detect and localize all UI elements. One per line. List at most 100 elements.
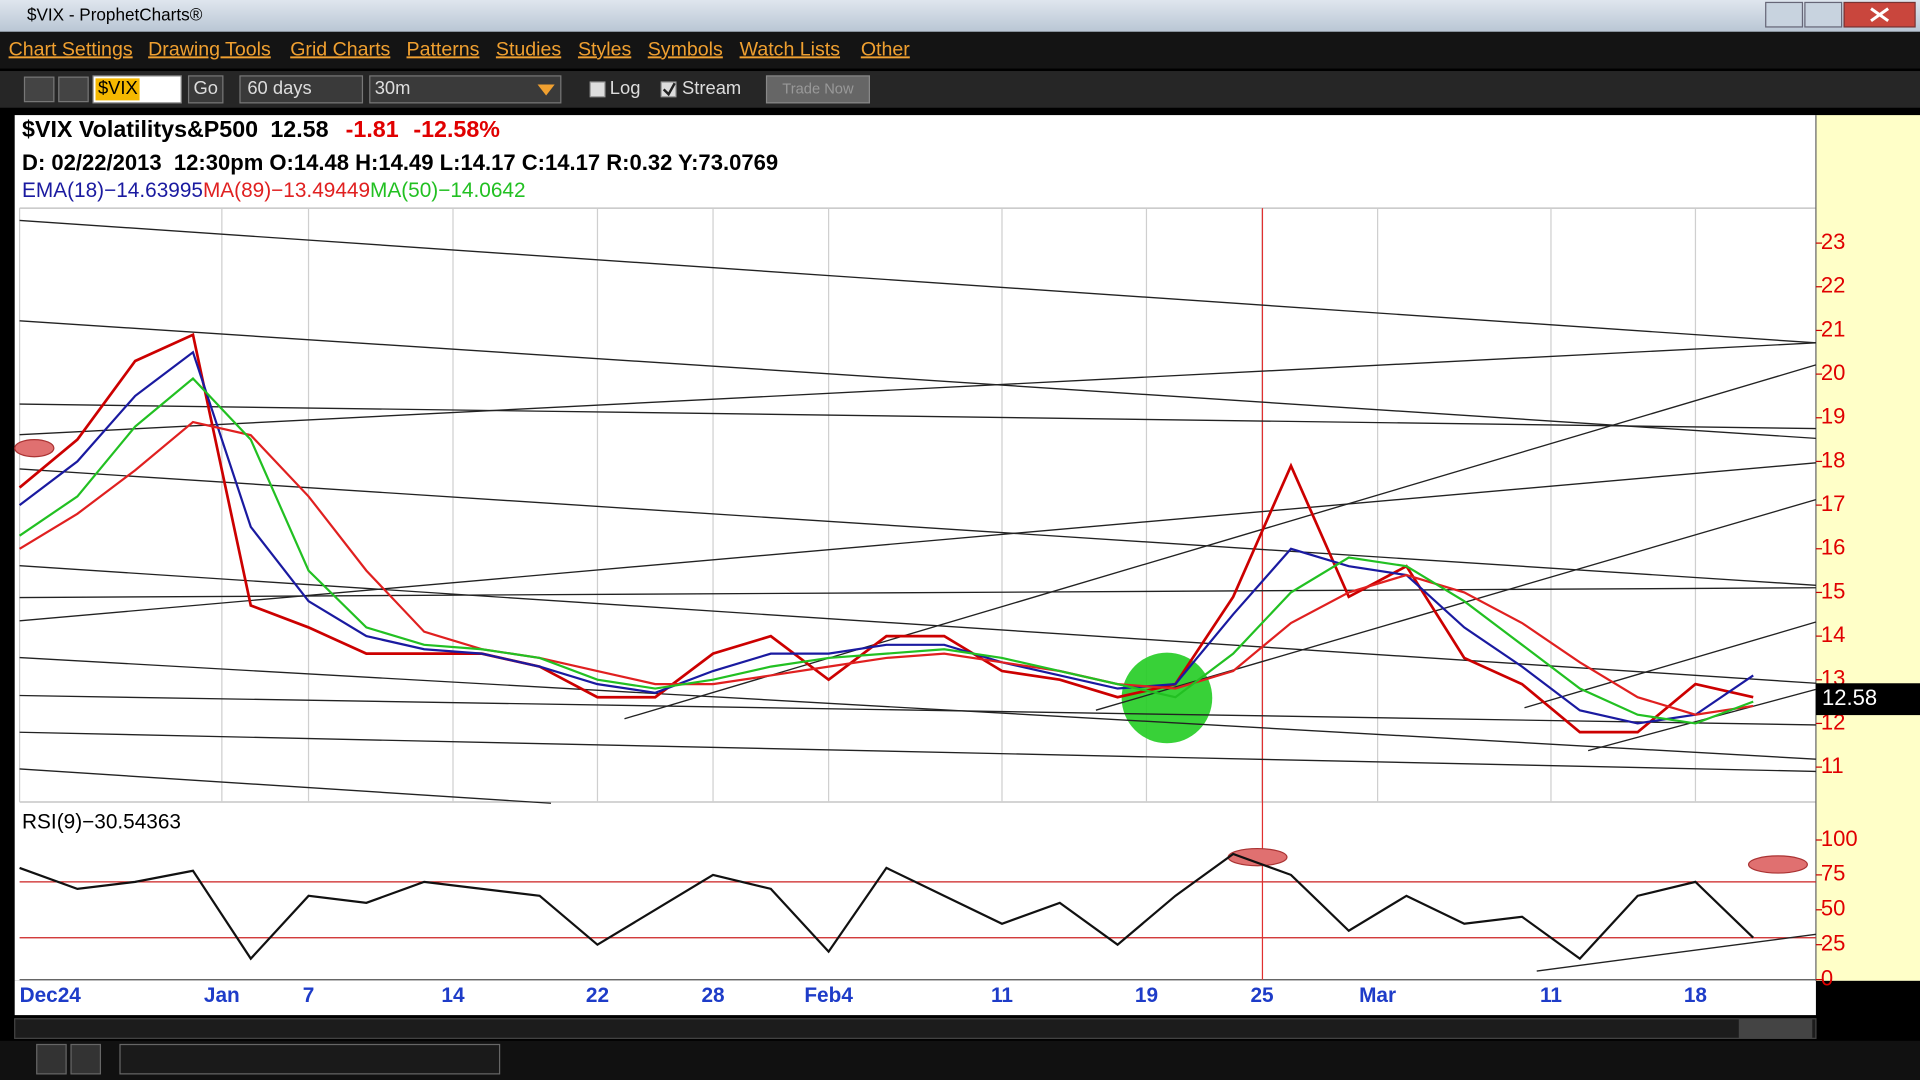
menu-item[interactable]: Drawing Tools [148,38,271,60]
x-tick-label: 19 [1135,984,1158,1007]
y-tick-label: 23 [1821,229,1846,254]
y-tick-label: 21 [1821,316,1846,341]
x-tick-label: 25 [1250,984,1273,1007]
check-mark [662,82,676,97]
trade-now-label: Trade Now [782,81,854,97]
x-tick-label: Dec24 [20,984,82,1007]
forward-button[interactable] [58,76,89,103]
interval-label: 30m [375,77,411,98]
x-tick-label: 28 [701,984,724,1007]
menu-item[interactable]: Chart Settings [9,38,133,60]
menu-item[interactable]: Grid Charts [290,38,390,60]
legend: EMA(18)−14.63995MA(89)−13.49449MA(50)−14… [22,179,526,202]
trendline [19,694,1816,726]
y-tick-label: 15 [1821,578,1846,603]
go-button[interactable] [187,75,224,104]
bar-info: D: 02/22/2013 12:30pm O:14.48 H:14.49 L:… [22,150,778,175]
log-label: Log [610,77,641,98]
y-tick-label: 17 [1821,491,1846,516]
menu-item[interactable]: Patterns [407,38,480,60]
trendline [19,587,1816,599]
range-label: 60 days [247,77,311,98]
dropdown-arrow [537,84,555,96]
trendline [19,342,1816,436]
y-tick-label: 22 [1821,273,1846,298]
legend-entry: MA(50)−14.0642 [370,179,526,202]
zoom-control[interactable] [1738,1018,1813,1039]
date-axis-area [14,980,1816,1016]
symbol-text: $VIX [98,77,138,98]
trendline [19,320,1816,440]
menu-item[interactable]: Symbols [648,38,723,60]
minimize-button[interactable] [1765,1,1804,28]
y-tick-label: 11 [1821,753,1844,778]
scrollbar[interactable] [14,1018,1817,1039]
x-tick-label: Mar [1359,984,1396,1007]
series-line [18,376,1754,725]
last-price-box [1815,683,1920,716]
go-label: Go [193,77,217,98]
x-tick-label: Jan [204,984,240,1007]
menu: Chart Settings Drawing Tools Grid Charts Pa… [9,38,911,60]
y-tick-label: 75 [1821,861,1846,886]
menu-item[interactable]: Styles [578,38,632,60]
interval-select[interactable] [369,75,562,104]
trendline [19,403,1816,430]
x-tick-label: 11 [991,984,1013,1007]
series-line [19,420,1754,716]
symbol-selection [95,78,140,101]
chart-area [14,115,1816,981]
trade-now-button[interactable] [765,75,870,104]
x-tick-label: Feb4 [804,984,853,1007]
x-tick-label: 22 [586,984,609,1007]
price-axis-area [1815,115,1920,981]
plot [18,332,1754,961]
quote-header: $VIX Volatilitys&P500 12.58 -1.81 -12.58% [22,116,500,142]
highlight-circle [1121,652,1213,744]
stream-label: Stream [682,77,741,98]
x-tick-label: 7 [303,984,315,1007]
menu-item[interactable]: Studies [496,38,562,60]
alert-marker[interactable] [1747,855,1808,874]
close-icon [1870,7,1890,23]
change: -1.81 [346,116,399,142]
window-title: $VIX - ProphetCharts® [27,4,203,24]
maximize-button[interactable] [1804,1,1843,28]
y-tick-label: 14 [1821,622,1846,647]
y-tick-label: 16 [1821,535,1846,560]
trendline [19,768,552,804]
y-tick-label: 25 [1821,931,1846,956]
tool-button[interactable] [70,1043,102,1075]
series-line [19,852,1754,961]
trendline [1536,933,1817,972]
last-price-label: 12.58 [1822,685,1877,710]
trendline [19,656,1816,760]
tool-button[interactable] [36,1043,67,1075]
x-tick-label: 14 [441,984,465,1007]
drawing-tools [36,1043,501,1075]
log-checkbox[interactable] [589,81,606,98]
menu-bar [0,31,1920,69]
back-button[interactable] [23,76,55,103]
tool-strip[interactable] [119,1043,501,1075]
y-tick-label: 50 [1821,896,1846,921]
trendline [19,462,1816,622]
x-tick-label: 11 [1540,984,1562,1007]
y-tick-label: 19 [1821,404,1846,429]
symbol-title: $VIX Volatilitys&P500 [22,116,258,142]
trendline [19,219,1816,344]
rsi-title: RSI(9)−30.54363 [22,810,181,833]
trendline [1524,621,1817,709]
last-price: 12.58 [270,116,328,142]
trendline [19,468,1816,586]
series-line [18,332,1754,734]
range-select[interactable] [239,75,364,104]
legend-entry: MA(89)−13.49449 [203,179,370,202]
menu-item[interactable]: Watch Lists [740,38,841,60]
y-tick-label: 100 [1821,826,1858,851]
alert-marker[interactable] [14,438,55,458]
y-tick-label: 18 [1821,447,1846,472]
menu-item[interactable]: Other [861,38,910,60]
